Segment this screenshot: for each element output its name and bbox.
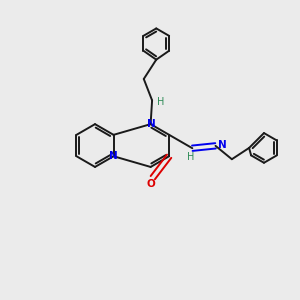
Text: N: N (147, 118, 156, 128)
Text: H: H (187, 152, 194, 161)
Text: O: O (147, 179, 156, 189)
Text: N: N (109, 151, 117, 161)
Text: H: H (157, 97, 164, 107)
Text: N: N (218, 140, 226, 150)
